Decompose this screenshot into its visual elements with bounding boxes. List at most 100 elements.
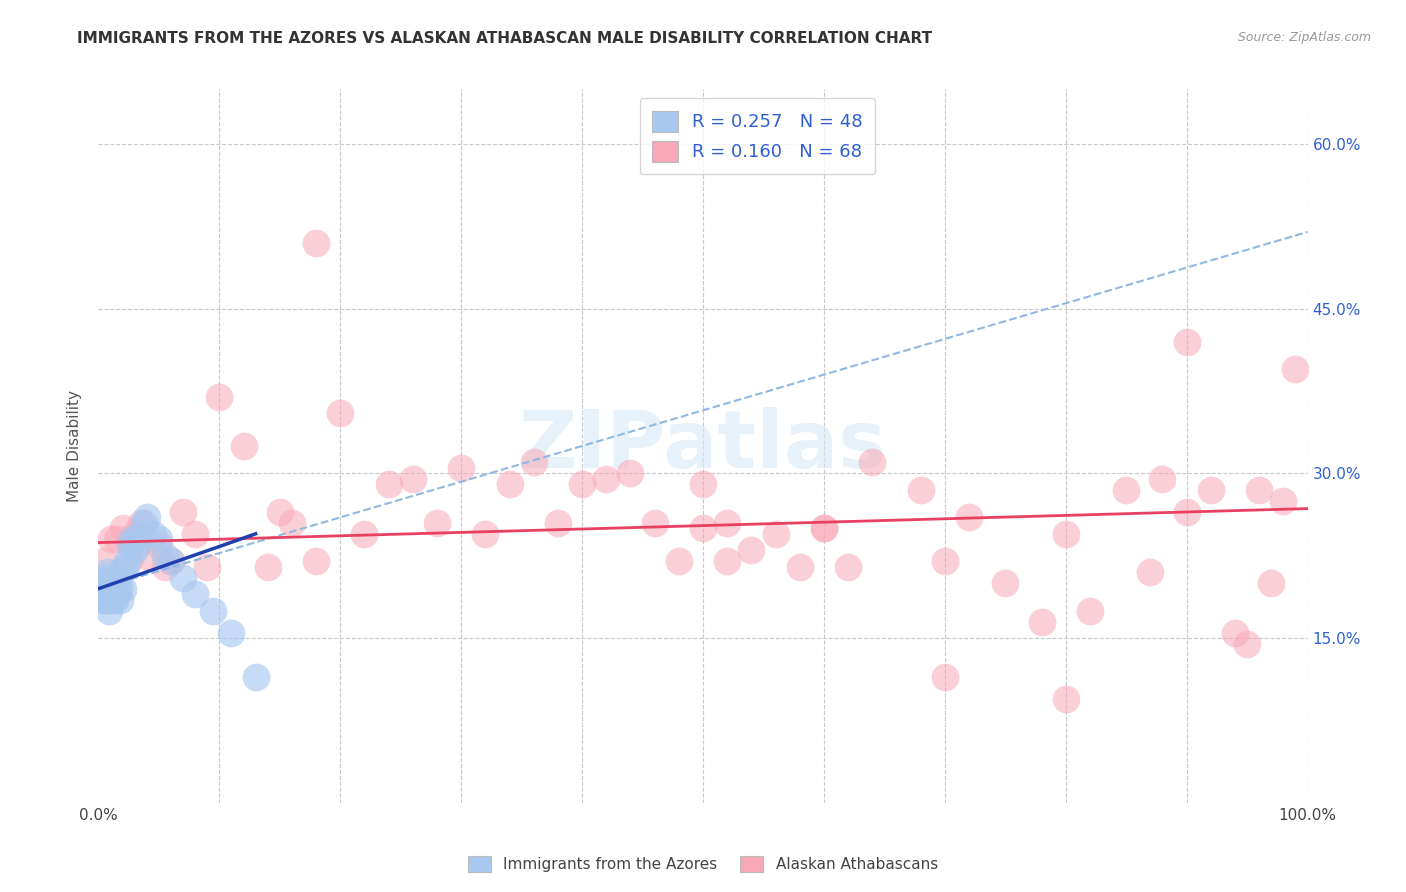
Point	[716, 554, 738, 568]
Point	[96, 566, 118, 580]
Point	[184, 587, 207, 601]
Point	[1223, 625, 1246, 640]
Point	[498, 477, 520, 491]
Point	[91, 576, 114, 591]
Point	[100, 582, 122, 596]
Point	[1175, 505, 1198, 519]
Point	[90, 582, 112, 596]
Point	[97, 576, 120, 591]
Point	[860, 455, 883, 469]
Point	[571, 477, 593, 491]
Point	[160, 554, 183, 568]
Point	[523, 455, 546, 469]
Point	[668, 554, 690, 568]
Point	[692, 521, 714, 535]
Point	[1175, 334, 1198, 349]
Point	[269, 505, 291, 519]
Point	[281, 516, 304, 530]
Point	[97, 587, 120, 601]
Point	[100, 533, 122, 547]
Point	[1272, 494, 1295, 508]
Point	[402, 472, 425, 486]
Point	[377, 477, 399, 491]
Point	[93, 587, 115, 601]
Point	[91, 592, 114, 607]
Point	[1249, 483, 1271, 497]
Point	[121, 533, 143, 547]
Point	[450, 461, 472, 475]
Point	[595, 472, 617, 486]
Point	[934, 669, 956, 683]
Point	[1054, 691, 1077, 706]
Point	[93, 576, 115, 591]
Text: ZIPatlas: ZIPatlas	[519, 407, 887, 485]
Point	[1031, 615, 1053, 629]
Point	[94, 592, 117, 607]
Point	[129, 526, 152, 541]
Point	[134, 516, 156, 530]
Point	[135, 510, 157, 524]
Point	[195, 559, 218, 574]
Text: Source: ZipAtlas.com: Source: ZipAtlas.com	[1237, 31, 1371, 45]
Point	[148, 538, 170, 552]
Point	[221, 625, 243, 640]
Point	[1260, 576, 1282, 591]
Point	[124, 526, 146, 541]
Point	[117, 554, 139, 568]
Point	[108, 592, 131, 607]
Point	[104, 592, 127, 607]
Point	[256, 559, 278, 574]
Point	[765, 526, 787, 541]
Point	[148, 533, 170, 547]
Point	[105, 587, 128, 601]
Point	[91, 582, 114, 596]
Point	[837, 559, 859, 574]
Point	[172, 505, 194, 519]
Point	[172, 571, 194, 585]
Point	[994, 576, 1017, 591]
Point	[94, 576, 117, 591]
Point	[100, 576, 122, 591]
Point	[1152, 472, 1174, 486]
Point	[111, 521, 134, 535]
Point	[813, 521, 835, 535]
Point	[103, 582, 125, 596]
Point	[644, 516, 666, 530]
Point	[910, 483, 932, 497]
Point	[619, 467, 641, 481]
Point	[789, 559, 811, 574]
Point	[91, 587, 114, 601]
Point	[118, 554, 141, 568]
Y-axis label: Male Disability: Male Disability	[67, 390, 83, 502]
Point	[1236, 637, 1258, 651]
Point	[135, 549, 157, 563]
Text: IMMIGRANTS FROM THE AZORES VS ALASKAN ATHABASCAN MALE DISABILITY CORRELATION CHA: IMMIGRANTS FROM THE AZORES VS ALASKAN AT…	[77, 31, 932, 46]
Point	[108, 582, 131, 596]
Point	[1115, 483, 1137, 497]
Point	[474, 526, 496, 541]
Point	[96, 582, 118, 596]
Point	[101, 576, 124, 591]
Point	[329, 406, 352, 420]
Point	[202, 604, 225, 618]
Point	[934, 554, 956, 568]
Point	[153, 559, 176, 574]
Point	[93, 554, 115, 568]
Point	[153, 549, 176, 563]
Legend: R = 0.257   N = 48, R = 0.160   N = 68: R = 0.257 N = 48, R = 0.160 N = 68	[640, 98, 875, 174]
Point	[107, 576, 129, 591]
Point	[100, 592, 122, 607]
Point	[716, 516, 738, 530]
Point	[245, 669, 267, 683]
Legend: Immigrants from the Azores, Alaskan Athabascans: Immigrants from the Azores, Alaskan Atha…	[461, 848, 945, 880]
Point	[105, 533, 128, 547]
Point	[124, 543, 146, 558]
Point	[118, 538, 141, 552]
Point	[1199, 483, 1222, 497]
Point	[160, 554, 183, 568]
Point	[127, 538, 149, 552]
Point	[129, 516, 152, 530]
Point	[1139, 566, 1161, 580]
Point	[1054, 526, 1077, 541]
Point	[94, 582, 117, 596]
